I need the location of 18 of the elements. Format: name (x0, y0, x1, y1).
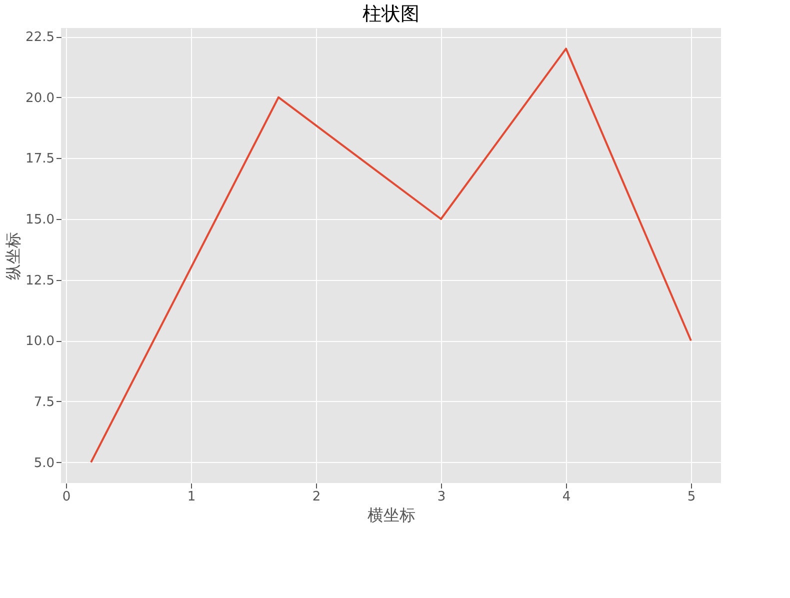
y-tick-label: 20.0 (26, 90, 54, 106)
y-tick-label: 7.5 (34, 394, 54, 410)
x-tick-label: 3 (437, 490, 446, 504)
y-axis-title: 纵坐标 (4, 232, 23, 280)
y-tick-label: 22.5 (26, 30, 54, 46)
x-tick-label: 5 (687, 490, 696, 504)
x-axis-title: 横坐标 (368, 506, 416, 524)
y-tick-label: 10.0 (26, 334, 54, 350)
chart-title: 柱状图 (362, 3, 420, 25)
y-tick-label: 5.0 (34, 456, 54, 471)
y-tick-label: 15.0 (26, 212, 54, 228)
line-series (90, 48, 692, 464)
y-tick-label: 12.5 (26, 273, 54, 288)
y-tick-label: 17.5 (26, 152, 54, 167)
x-tick-label: 0 (62, 490, 71, 504)
x-tick-label: 2 (312, 490, 321, 504)
x-tick-label: 4 (562, 490, 571, 504)
x-tick-label: 1 (187, 490, 196, 504)
